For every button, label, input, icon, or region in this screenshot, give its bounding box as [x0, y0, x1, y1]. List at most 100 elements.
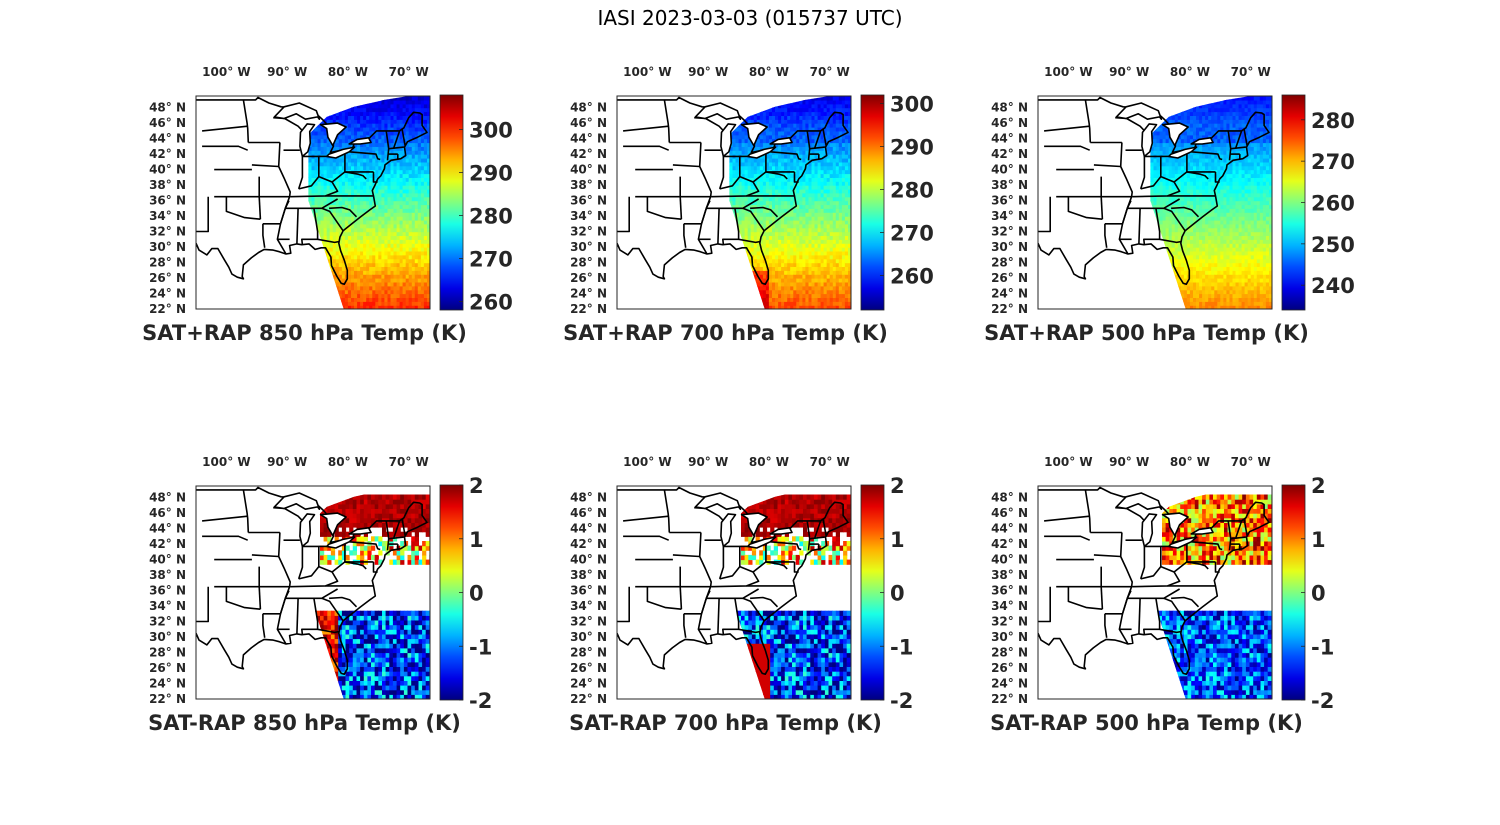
lat-tick-label: 28° N	[991, 646, 1028, 660]
state-border	[711, 565, 760, 588]
state-border	[1044, 535, 1091, 541]
state-border	[721, 208, 740, 245]
state-border	[317, 628, 339, 634]
state-border	[296, 598, 299, 634]
state-border	[225, 586, 261, 610]
great-lake	[720, 123, 737, 158]
colorbar-tick-label: 260	[890, 265, 934, 289]
state-border	[1243, 518, 1248, 536]
colorbar-tick-label: -2	[1311, 689, 1334, 713]
state-border	[251, 554, 279, 558]
state-border	[258, 586, 262, 610]
colorbar-tick-label: 280	[1311, 109, 1355, 133]
state-border	[742, 207, 765, 232]
lat-tick-label: 26° N	[149, 661, 186, 675]
map-frame	[616, 485, 852, 700]
great-lake	[769, 526, 793, 535]
state-borders	[196, 96, 428, 286]
state-border	[1104, 223, 1108, 248]
state-border	[1118, 142, 1133, 255]
state-border	[635, 566, 682, 588]
lon-tick-label: 80° W	[328, 455, 368, 469]
state-border	[276, 142, 292, 255]
state-border	[401, 128, 406, 146]
lat-tick-label: 22° N	[991, 302, 1028, 316]
colorbar-tick-label: 270	[1311, 150, 1355, 174]
state-border	[262, 613, 266, 638]
great-lake	[1141, 513, 1158, 548]
lat-tick-label: 32° N	[149, 615, 186, 629]
state-border	[196, 196, 209, 233]
great-lake	[1115, 102, 1163, 120]
state-border	[225, 196, 261, 220]
state-border	[809, 536, 825, 540]
state-border	[273, 506, 303, 521]
state-border	[752, 171, 767, 183]
state-border	[770, 541, 802, 551]
state-border	[1127, 588, 1181, 600]
state-border	[1139, 546, 1146, 580]
lat-tick-label: 42° N	[570, 147, 607, 161]
state-border	[1214, 171, 1220, 183]
state-border	[717, 208, 720, 244]
great-lake	[273, 102, 321, 120]
colorbar	[860, 94, 885, 311]
lon-tick-label: 90° W	[688, 455, 728, 469]
state-border	[349, 541, 381, 551]
state-border	[300, 208, 319, 245]
state-border	[262, 590, 290, 615]
lon-tick-label: 80° W	[749, 455, 789, 469]
state-border	[388, 146, 404, 150]
lat-tick-label: 30° N	[991, 630, 1028, 644]
state-border	[1143, 208, 1161, 245]
lat-tick-label: 40° N	[570, 163, 607, 177]
state-border	[1163, 597, 1186, 622]
state-border	[683, 613, 687, 638]
state-border	[1104, 613, 1108, 638]
state-border	[372, 561, 378, 573]
colorbar-tick-label: 240	[1311, 274, 1355, 298]
state-border	[1173, 561, 1188, 573]
map-area	[617, 96, 851, 309]
state-borders	[1038, 96, 1270, 286]
state-border	[1104, 590, 1132, 615]
colorbar-tick-label: 280	[469, 204, 513, 228]
state-border	[1084, 99, 1092, 143]
great-lake	[348, 137, 372, 145]
lat-tick-label: 32° N	[570, 225, 607, 239]
state-border	[297, 546, 304, 580]
state-border	[1171, 596, 1200, 608]
lat-tick-label: 46° N	[991, 506, 1028, 520]
colorbar-tick-label: 1	[469, 528, 484, 552]
lat-tick-label: 32° N	[149, 225, 186, 239]
lat-tick-label: 30° N	[570, 630, 607, 644]
state-border	[1115, 506, 1145, 521]
state-border	[1234, 520, 1243, 539]
lat-tick-label: 40° N	[149, 163, 186, 177]
state-border	[392, 520, 401, 539]
lat-tick-label: 40° N	[991, 163, 1028, 177]
state-border	[300, 598, 319, 635]
state-border	[392, 130, 401, 149]
lat-tick-label: 36° N	[991, 194, 1028, 208]
state-border	[1067, 196, 1103, 220]
state-border	[401, 518, 406, 536]
map-panel-sat-rap-plus-500: 100° W 90° W 80° W 70° W 48° N46° N 44° N42° …	[984, 65, 1355, 345]
great-lake	[694, 492, 742, 511]
colorbar-tick-label: 2	[1311, 474, 1326, 498]
map-frame	[616, 95, 852, 310]
state-border	[752, 561, 767, 573]
state-border	[822, 518, 827, 536]
great-lake	[1167, 536, 1198, 549]
colorbar-tick-label: 260	[469, 290, 513, 314]
figure-title: IASI 2023-03-03 (015737 UTC)	[597, 6, 903, 30]
state-border	[349, 151, 381, 161]
great-lake	[299, 513, 316, 548]
great-lake	[1190, 137, 1214, 145]
lat-tick-label: 24° N	[570, 677, 607, 691]
state-border	[1138, 598, 1141, 634]
state-border	[1038, 196, 1051, 233]
state-border	[242, 489, 250, 533]
lat-tick-label: 46° N	[570, 506, 607, 520]
